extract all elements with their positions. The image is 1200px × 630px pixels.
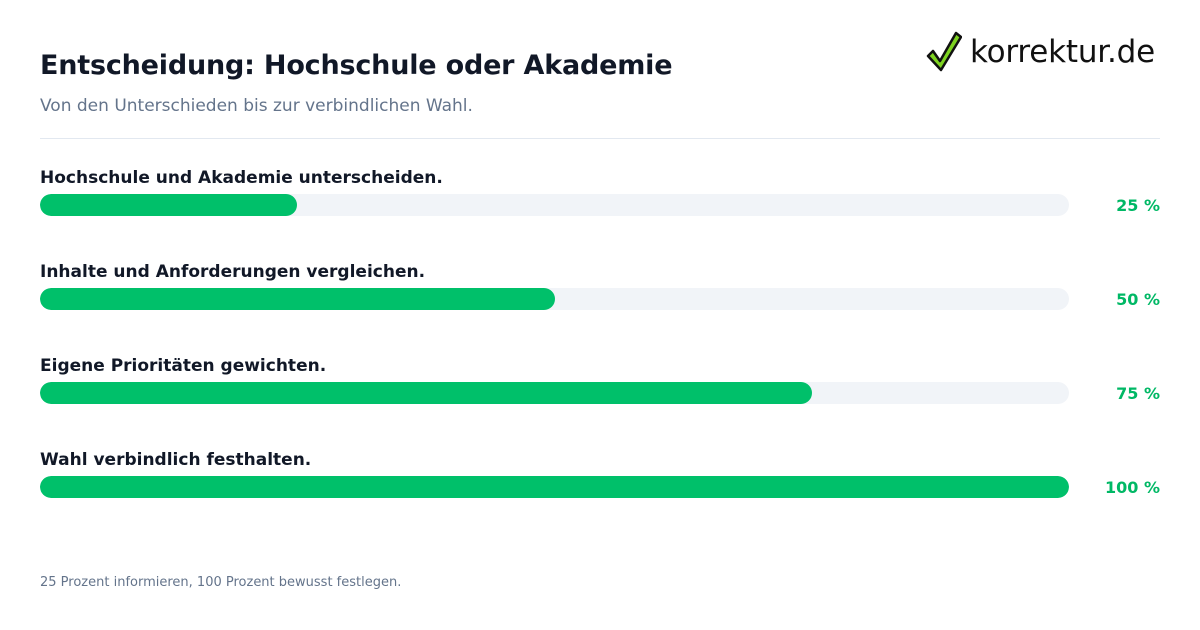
page-title: Entscheidung: Hochschule oder Akademie [40,50,673,81]
header-divider [40,138,1160,139]
progress-step: Eigene Prioritäten gewichten. 75 % [40,356,1160,416]
progress-step: Wahl verbindlich festhalten. 100 % [40,450,1160,510]
progress-track [40,288,1069,310]
brand-name: korrektur.de [970,34,1156,70]
percent-label: 25 % [1116,196,1160,215]
progress-track [40,382,1069,404]
step-label: Inhalte und Anforderungen vergleichen. [40,262,426,282]
step-label: Wahl verbindlich festhalten. [40,450,312,470]
percent-label: 75 % [1116,384,1160,403]
progress-track [40,476,1069,498]
progress-step: Hochschule und Akademie unterscheiden. 2… [40,168,1160,228]
brand-logo[interactable]: korrektur.de [926,30,1155,74]
progress-bar [40,288,555,310]
progress-bar [40,382,812,404]
percent-label: 50 % [1116,290,1160,309]
step-label: Hochschule und Akademie unterscheiden. [40,168,443,188]
percent-label: 100 % [1105,478,1160,497]
progress-track [40,194,1069,216]
progress-step: Inhalte und Anforderungen vergleichen. 5… [40,262,1160,322]
checkmark-icon [926,31,962,72]
step-label: Eigene Prioritäten gewichten. [40,356,327,376]
progress-bar [40,476,1069,498]
footer-note: 25 Prozent informieren, 100 Prozent bewu… [40,575,402,590]
page-subtitle: Von den Unterschieden bis zur verbindlic… [40,96,473,116]
progress-bar [40,194,298,216]
